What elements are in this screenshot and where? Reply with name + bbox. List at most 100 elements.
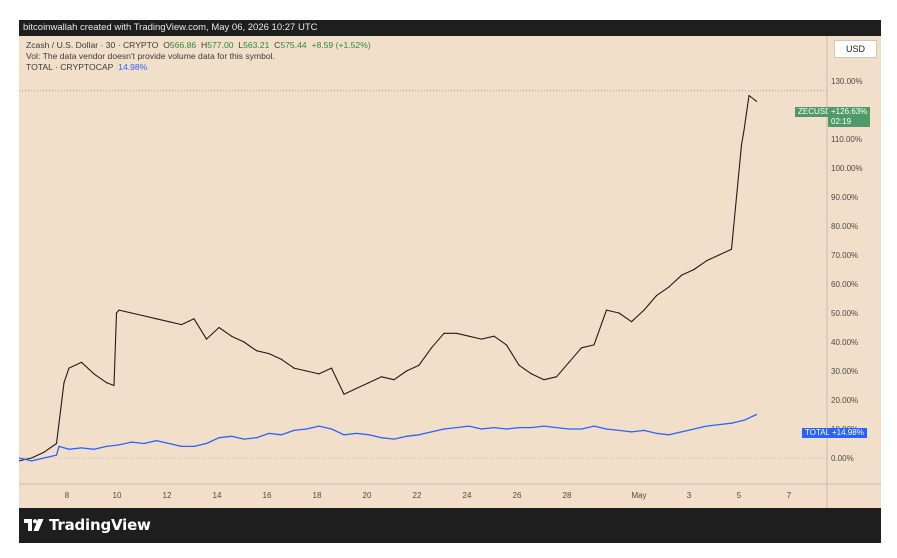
- total-point: [68, 448, 70, 450]
- y-tick-label: 100.00%: [831, 164, 863, 173]
- zecusd-point: [630, 321, 633, 323]
- zecusd-point: [730, 248, 733, 250]
- zecusd-point: [468, 335, 470, 337]
- low-value: 563.21: [243, 40, 270, 50]
- zecusd-point: [343, 393, 345, 395]
- total-point: [218, 437, 220, 439]
- y-tick-label: 30.00%: [831, 367, 858, 376]
- zecusd-line[interactable]: [19, 94, 757, 462]
- tradingview-logo[interactable]: TradingView: [24, 516, 151, 534]
- zecusd-point: [618, 312, 620, 314]
- total-point: [580, 428, 583, 430]
- total-point: [130, 441, 133, 443]
- total-point: [755, 413, 758, 416]
- x-tick-label: 14: [213, 491, 222, 500]
- y-tick-label: 20.00%: [831, 396, 858, 405]
- zecusd-point: [93, 373, 95, 375]
- zecusd-point: [130, 312, 133, 314]
- close-value: 575.44: [280, 40, 307, 50]
- total-point: [468, 425, 470, 427]
- price-chart[interactable]: 0.00%10.00%20.00%30.00%40.00%50.00%60.00…: [19, 36, 881, 508]
- x-tick-label: 8: [65, 491, 70, 500]
- chart-legend: Zcash / U.S. Dollar · 30 · CRYPTO O566.8…: [26, 40, 371, 73]
- total-point: [643, 429, 645, 432]
- total-point: [268, 432, 270, 434]
- total-point: [193, 445, 195, 447]
- symbol-name[interactable]: Zcash / U.S. Dollar · 30 · CRYPTO: [26, 40, 159, 50]
- zecusd-point: [430, 347, 433, 349]
- zecusd-point: [705, 260, 708, 262]
- zecusd-point: [305, 370, 308, 372]
- total-point: [118, 444, 120, 446]
- total-point: [143, 442, 145, 445]
- open-value: 566.86: [169, 40, 197, 50]
- zecusd-point: [568, 361, 570, 363]
- total-value: 14.98%: [118, 62, 148, 72]
- total-point: [555, 426, 558, 429]
- zecusd-point: [355, 387, 358, 389]
- zecusd-point: [743, 129, 745, 131]
- total-line[interactable]: [19, 413, 757, 462]
- x-tick-label: 5: [737, 491, 742, 500]
- zecusd-point: [113, 384, 115, 387]
- zecusd-point: [368, 382, 370, 384]
- low-label: L: [238, 40, 244, 50]
- currency-button[interactable]: USD: [834, 40, 877, 58]
- x-tick-label: 22: [413, 491, 422, 500]
- total-point: [518, 426, 520, 429]
- total-point: [718, 424, 720, 426]
- x-tick-label: 28: [563, 491, 572, 500]
- total-point: [293, 429, 295, 432]
- total-symbol-name[interactable]: TOTAL · CRYPTOCAP: [26, 62, 114, 72]
- plot-area[interactable]: 0.00%10.00%20.00%30.00%40.00%50.00%60.00…: [19, 36, 881, 508]
- zecusd-point: [530, 373, 533, 375]
- zecusd-point: [643, 309, 645, 311]
- total-point: [19, 457, 20, 459]
- zecusd-point: [405, 370, 408, 372]
- total-point: [355, 432, 358, 434]
- total-point: [318, 425, 320, 427]
- total-point: [255, 437, 258, 439]
- tradingview-logo-icon: [24, 519, 44, 531]
- zecusd-point: [193, 318, 195, 320]
- zecusd-point: [155, 318, 158, 320]
- x-tick-label: 24: [463, 491, 472, 500]
- zecusd-point: [735, 196, 738, 198]
- total-point: [330, 428, 333, 430]
- zecusd-point: [418, 364, 420, 366]
- total-point: [30, 460, 33, 462]
- total-row: TOTAL · CRYPTOCAP 14.98%: [26, 62, 371, 73]
- y-tick-label: 110.00%: [831, 135, 862, 144]
- zecusd-point: [180, 324, 183, 326]
- total-point: [80, 447, 83, 449]
- zecusd-point: [493, 335, 495, 337]
- zecusd-point: [43, 451, 45, 453]
- zecusd-point: [380, 376, 383, 378]
- zecusd-point: [593, 344, 595, 346]
- total-point: [443, 428, 445, 430]
- volume-note: Vol: The data vendor doesn't provide vol…: [26, 51, 275, 61]
- zecusd-point: [693, 268, 695, 271]
- zecusd-tag-countdown: 02:19: [831, 117, 852, 126]
- zecusd-point: [505, 344, 508, 346]
- total-point: [168, 442, 170, 445]
- total-point: [618, 429, 620, 432]
- zecusd-point: [543, 379, 545, 381]
- zecusd-tag-name: ZECUSD: [795, 107, 834, 117]
- x-tick-label: 12: [163, 491, 172, 500]
- total-point: [180, 445, 183, 447]
- total-point: [630, 431, 633, 433]
- zecusd-point: [30, 457, 33, 459]
- total-point: [655, 432, 658, 434]
- total-point: [43, 457, 45, 459]
- total-point: [480, 428, 483, 430]
- total-point: [243, 438, 245, 440]
- zecusd-point: [318, 373, 320, 375]
- x-tick-label: 7: [787, 491, 792, 500]
- zecusd-point: [718, 254, 720, 256]
- zecusd-point: [480, 338, 483, 340]
- zecusd-point: [755, 100, 758, 102]
- change-value: +8.59 (+1.52%): [311, 40, 371, 50]
- chart-frame: bitcoinwallah created with TradingView.c…: [19, 20, 881, 543]
- zecusd-point: [243, 341, 245, 343]
